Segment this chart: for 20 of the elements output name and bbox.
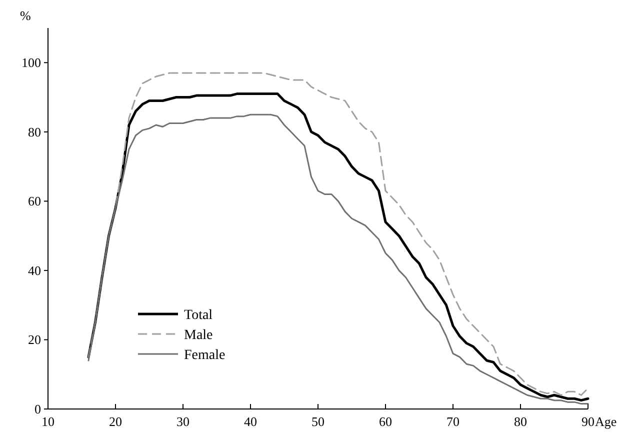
x-tick-label: 70 (446, 414, 460, 429)
legend-label: Total (184, 308, 213, 323)
y-axis-title: % (20, 8, 31, 23)
x-axis-title: Age (595, 414, 617, 429)
y-tick-label: 0 (34, 402, 41, 416)
legend-label: Female (184, 348, 226, 363)
legend-label: Male (184, 328, 213, 343)
y-tick-label: 80 (28, 124, 41, 140)
x-tick-label: 90 (582, 414, 594, 429)
x-tick-label: 30 (176, 414, 190, 429)
y-tick-label: 20 (28, 332, 41, 348)
x-tick-label: 20 (109, 414, 122, 429)
x-tick-label: 80 (514, 414, 527, 429)
x-tick-label: 60 (379, 414, 392, 429)
y-tick-label: 40 (28, 262, 41, 278)
x-tick-label: 10 (42, 414, 54, 429)
y-tick-label: 100 (22, 55, 41, 70)
y-tick-label: 60 (28, 194, 41, 209)
x-tick-label: 40 (244, 414, 257, 429)
x-tick-label: 50 (312, 414, 324, 429)
